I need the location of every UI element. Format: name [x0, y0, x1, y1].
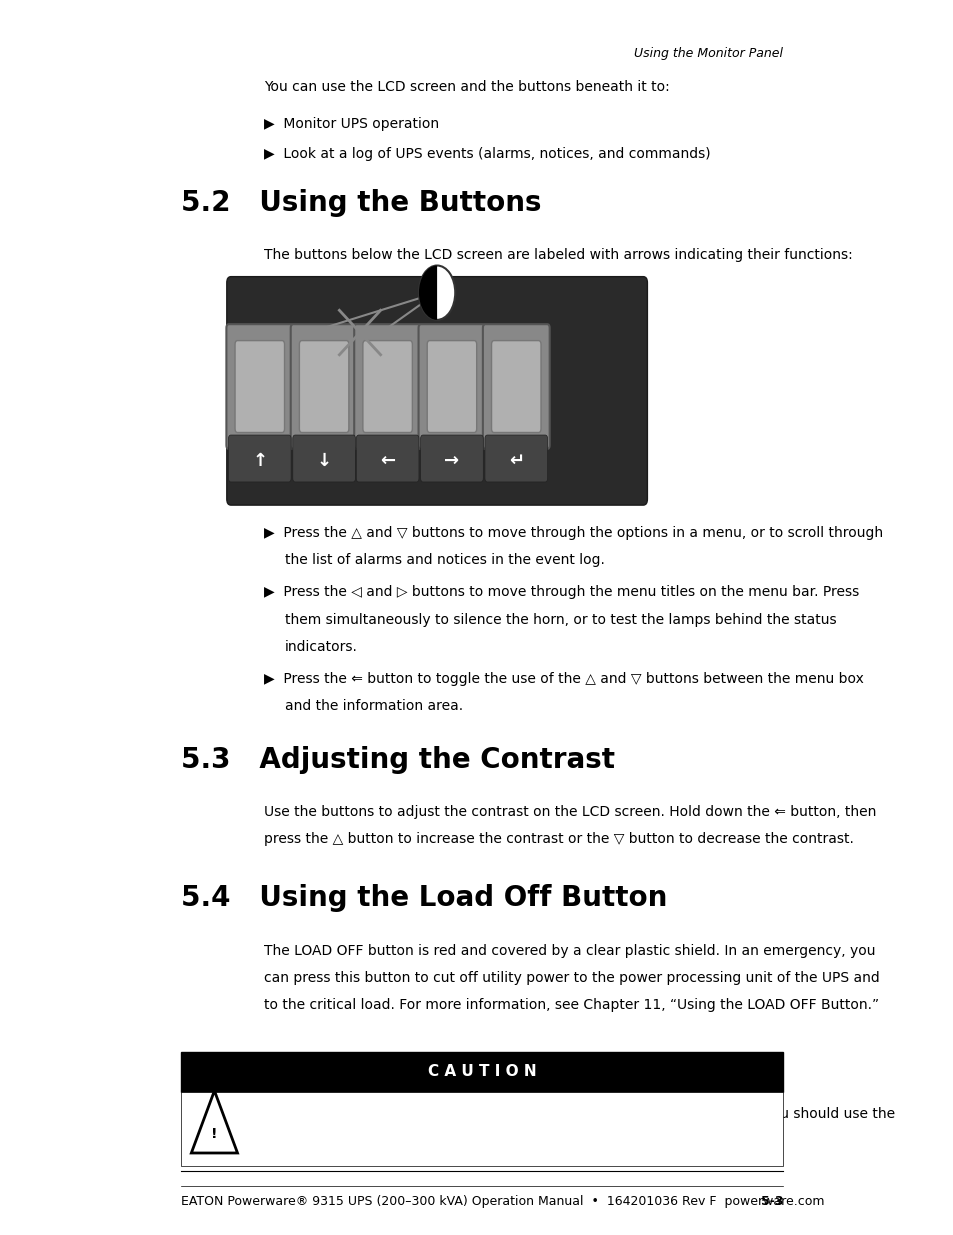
FancyBboxPatch shape	[291, 325, 357, 450]
Text: ↓: ↓	[316, 452, 332, 471]
FancyBboxPatch shape	[299, 341, 349, 432]
Text: indicators.: indicators.	[284, 640, 357, 653]
Text: ←: ←	[379, 452, 395, 471]
Text: ▶  Press the ◁ and ▷ buttons to move through the menu titles on the menu bar. Pr: ▶ Press the ◁ and ▷ buttons to move thro…	[264, 585, 859, 599]
FancyBboxPatch shape	[226, 325, 293, 450]
Text: C A U T I O N: C A U T I O N	[428, 1065, 537, 1079]
Text: them simultaneously to silence the horn, or to test the lamps behind the status: them simultaneously to silence the horn,…	[284, 613, 835, 626]
Text: LOAD OFF button only when you want to de-energize the critical load.: LOAD OFF button only when you want to de…	[252, 1136, 736, 1150]
Text: can press this button to cut off utility power to the power processing unit of t: can press this button to cut off utility…	[264, 971, 879, 984]
Text: 5.4   Using the Load Off Button: 5.4 Using the Load Off Button	[181, 884, 667, 913]
FancyBboxPatch shape	[293, 435, 355, 482]
FancyBboxPatch shape	[482, 325, 549, 450]
FancyBboxPatch shape	[354, 325, 420, 450]
FancyBboxPatch shape	[355, 435, 418, 482]
FancyBboxPatch shape	[227, 277, 647, 505]
Text: All power to the critical load is lost when you press the LOAD OFF button. You s: All power to the critical load is lost w…	[252, 1107, 894, 1120]
Text: The buttons below the LCD screen are labeled with arrows indicating their functi: The buttons below the LCD screen are lab…	[264, 248, 852, 262]
Text: !: !	[211, 1126, 217, 1141]
Text: 5-3: 5-3	[760, 1195, 782, 1209]
FancyBboxPatch shape	[418, 325, 485, 450]
FancyBboxPatch shape	[491, 341, 540, 432]
FancyBboxPatch shape	[181, 1052, 782, 1092]
Text: 5.2   Using the Buttons: 5.2 Using the Buttons	[181, 189, 541, 217]
Text: ↑: ↑	[252, 452, 267, 471]
Polygon shape	[192, 1091, 237, 1153]
Circle shape	[418, 266, 455, 320]
Text: ↵: ↵	[508, 452, 523, 471]
FancyBboxPatch shape	[427, 341, 476, 432]
FancyBboxPatch shape	[234, 341, 284, 432]
Text: 5.3   Adjusting the Contrast: 5.3 Adjusting the Contrast	[181, 746, 615, 774]
Text: Use the buttons to adjust the contrast on the LCD screen. Hold down the ⇐ button: Use the buttons to adjust the contrast o…	[264, 805, 876, 819]
FancyBboxPatch shape	[228, 435, 291, 482]
Text: Using the Monitor Panel: Using the Monitor Panel	[634, 47, 782, 61]
Text: the list of alarms and notices in the event log.: the list of alarms and notices in the ev…	[284, 553, 604, 567]
FancyBboxPatch shape	[181, 1092, 782, 1166]
Text: ▶  Look at a log of UPS events (alarms, notices, and commands): ▶ Look at a log of UPS events (alarms, n…	[264, 147, 710, 161]
Wedge shape	[418, 266, 436, 320]
Text: and the information area.: and the information area.	[284, 699, 462, 713]
Text: You can use the LCD screen and the buttons beneath it to:: You can use the LCD screen and the butto…	[264, 80, 669, 94]
Text: ▶  Press the ⇐ button to toggle the use of the △ and ▽ buttons between the menu : ▶ Press the ⇐ button to toggle the use o…	[264, 672, 862, 685]
Text: EATON Powerware® 9315 UPS (200–300 kVA) Operation Manual  •  164201036 Rev F  po: EATON Powerware® 9315 UPS (200–300 kVA) …	[181, 1195, 824, 1209]
Text: to the critical load. For more information, see Chapter 11, “Using the LOAD OFF : to the critical load. For more informati…	[264, 998, 878, 1011]
Text: ▶  Press the △ and ▽ buttons to move through the options in a menu, or to scroll: ▶ Press the △ and ▽ buttons to move thro…	[264, 526, 882, 540]
Text: →: →	[444, 452, 459, 471]
Text: ▶  Monitor UPS operation: ▶ Monitor UPS operation	[264, 117, 438, 131]
FancyBboxPatch shape	[484, 435, 547, 482]
Text: The LOAD OFF button is red and covered by a clear plastic shield. In an emergenc: The LOAD OFF button is red and covered b…	[264, 944, 875, 957]
FancyBboxPatch shape	[420, 435, 483, 482]
Text: press the △ button to increase the contrast or the ▽ button to decrease the cont: press the △ button to increase the contr…	[264, 832, 853, 846]
FancyBboxPatch shape	[362, 341, 412, 432]
